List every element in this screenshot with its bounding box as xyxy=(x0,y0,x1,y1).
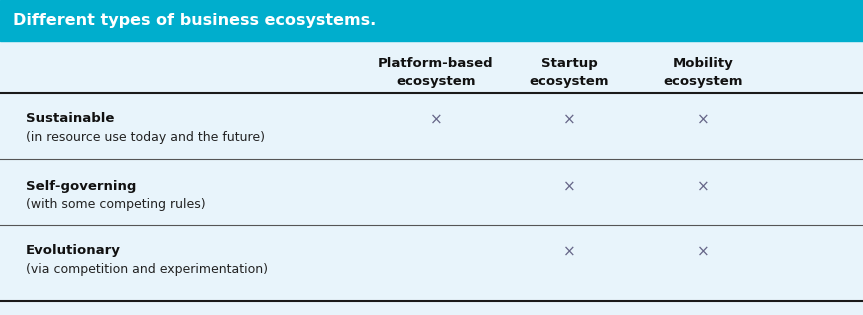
Text: Evolutionary: Evolutionary xyxy=(26,244,121,257)
Text: Different types of business ecosystems.: Different types of business ecosystems. xyxy=(13,13,376,28)
Text: Platform-based
ecosystem: Platform-based ecosystem xyxy=(378,57,494,88)
Text: Sustainable: Sustainable xyxy=(26,112,114,125)
Text: (in resource use today and the future): (in resource use today and the future) xyxy=(26,131,265,144)
Text: ×: × xyxy=(697,112,709,127)
Text: Mobility
ecosystem: Mobility ecosystem xyxy=(664,57,743,88)
FancyBboxPatch shape xyxy=(0,0,863,41)
Text: ×: × xyxy=(564,244,576,260)
Text: Startup
ecosystem: Startup ecosystem xyxy=(530,57,609,88)
Text: ×: × xyxy=(564,112,576,127)
Text: Self-governing: Self-governing xyxy=(26,180,136,192)
Text: (via competition and experimentation): (via competition and experimentation) xyxy=(26,263,268,276)
Text: (with some competing rules): (with some competing rules) xyxy=(26,198,205,211)
Text: ×: × xyxy=(697,244,709,260)
Text: ×: × xyxy=(430,112,442,127)
Text: ×: × xyxy=(697,180,709,195)
Text: ×: × xyxy=(564,180,576,195)
